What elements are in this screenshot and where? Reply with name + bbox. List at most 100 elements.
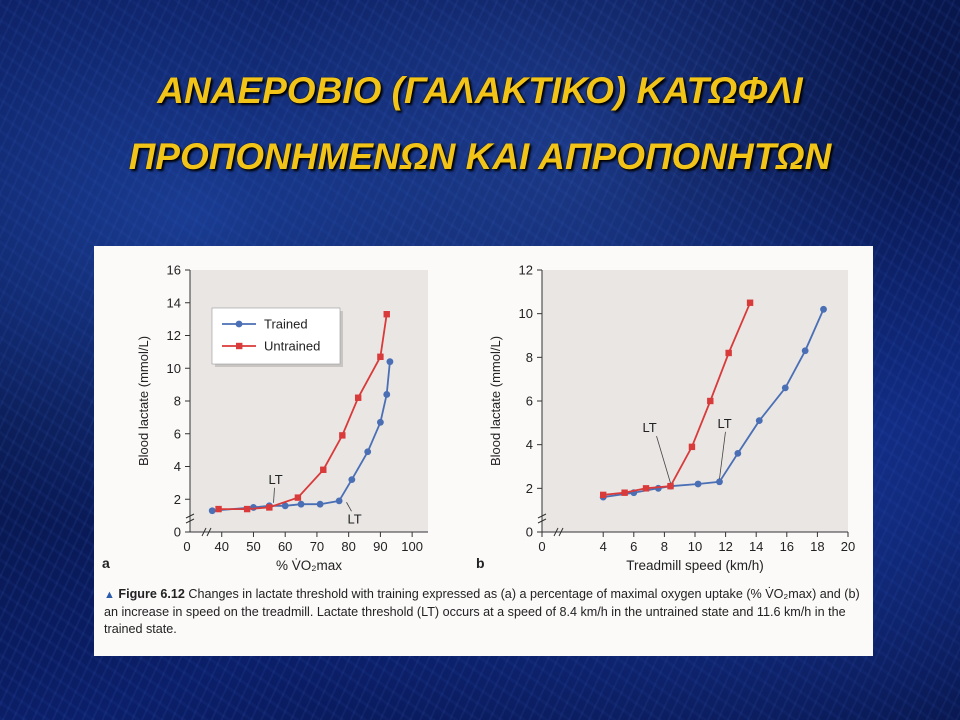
x-tick-label: 90 — [373, 539, 387, 554]
data-point-trained — [820, 305, 827, 313]
series-line-untrained — [603, 302, 751, 496]
y-tick-label: 4 — [174, 459, 181, 474]
y-axis-label: Blood lactate (mmol/L) — [136, 336, 151, 466]
legend-label-untrained: Untrained — [264, 339, 320, 354]
x-axis-label: % V̇O₂max — [276, 558, 342, 573]
x-tick-label: 12 — [718, 539, 732, 554]
data-point-untrained — [667, 482, 674, 490]
y-tick-label: 2 — [526, 481, 533, 496]
x-tick-label: 50 — [246, 539, 260, 554]
y-tick-label: 12 — [519, 263, 533, 278]
data-point-untrained — [621, 489, 628, 496]
y-tick-label: 8 — [526, 350, 533, 365]
y-tick-label: 16 — [167, 263, 181, 278]
data-point-untrained — [688, 443, 696, 451]
x-tick-label: 20 — [841, 539, 855, 554]
y-tick-label: 8 — [174, 394, 181, 409]
lt-leader — [656, 436, 671, 484]
plot-background — [542, 270, 848, 532]
data-point-untrained — [600, 491, 607, 499]
y-axis-break — [537, 513, 547, 524]
data-point-untrained — [339, 432, 346, 439]
slide-title: ΑΝΑΕΡΟΒΙΟ (ΓΑΛΑΚΤΙΚΟ) ΚΑΤΩΦΛΙ ΠΡΟΠΟΝΗΜΕΝ… — [0, 58, 960, 190]
x-tick-label: 14 — [749, 539, 763, 554]
y-tick-label: 14 — [167, 295, 181, 310]
x-tick-label: 4 — [600, 539, 607, 554]
data-point-untrained — [746, 299, 754, 306]
y-tick-label: 6 — [174, 426, 181, 441]
y-tick-label: 0 — [526, 525, 533, 540]
x-tick-label: 0 — [538, 539, 545, 554]
lt-annotation: LT — [717, 416, 731, 431]
data-point-trained — [335, 497, 343, 505]
x-origin-label: 0 — [183, 539, 190, 554]
data-point-untrained — [243, 505, 251, 513]
data-point-trained — [755, 417, 763, 425]
data-point-untrained — [383, 311, 390, 318]
lt-annotation: LT — [269, 472, 283, 487]
data-point-trained — [781, 384, 789, 392]
x-tick-label: 70 — [310, 539, 324, 554]
x-tick-label: 16 — [780, 539, 794, 554]
data-point-trained — [734, 450, 742, 457]
lt-annotation: LT — [643, 420, 657, 435]
lt-leader — [273, 487, 275, 503]
lt-annotation: LT — [347, 511, 361, 526]
data-point-trained — [716, 478, 723, 486]
figure-caption: ▲ Figure 6.12 Changes in lactate thresho… — [104, 586, 864, 638]
data-point-trained — [208, 507, 216, 515]
data-point-trained — [364, 448, 372, 456]
data-point-trained — [250, 504, 257, 511]
chart-a: 0 2 4 6 8 10 12 14 16 40 50 60 70 80 90 100 0 Blood lacta… — [102, 263, 428, 573]
data-point-untrained — [320, 466, 327, 473]
data-point-trained — [377, 418, 384, 426]
y-tick-label: 10 — [519, 306, 533, 321]
legend-marker-untrained — [236, 342, 243, 350]
title-line-1: ΑΝΑΕΡΟΒΙΟ (ΓΑΛΑΚΤΙΚΟ) ΚΑΤΩΦΛΙ — [157, 70, 803, 111]
y-tick-label: 0 — [174, 525, 181, 540]
legend: Trained Untrained — [211, 307, 343, 367]
data-point-untrained — [725, 349, 732, 357]
data-point-trained — [694, 480, 702, 488]
x-tick-label: 10 — [688, 539, 702, 554]
data-point-untrained — [377, 353, 384, 360]
x-tick-label: 100 — [401, 539, 423, 554]
data-point-untrained — [215, 505, 222, 513]
data-point-untrained — [266, 504, 273, 511]
data-point-untrained — [354, 394, 362, 401]
data-point-trained — [383, 391, 391, 398]
x-tick-label: 18 — [810, 539, 824, 554]
x-tick-label: 6 — [630, 539, 637, 554]
y-axis-label: Blood lactate (mmol/L) — [488, 336, 503, 466]
figure-label: Figure 6.12 — [118, 587, 185, 601]
panel-label: a — [102, 555, 110, 571]
lt-leader — [346, 502, 352, 512]
data-point-untrained — [294, 494, 302, 501]
lt-leader — [719, 431, 726, 479]
data-point-trained — [316, 500, 324, 508]
title-line-2: ΠΡΟΠΟΝΗΜΕΝΩΝ ΚΑΙ ΑΠΡΟΠΟΝΗΤΩΝ — [128, 136, 832, 177]
legend-marker-trained — [235, 320, 243, 328]
x-tick-label: 8 — [661, 539, 668, 554]
data-point-trained — [801, 347, 809, 355]
y-axis-break — [185, 513, 195, 524]
data-point-trained — [348, 476, 356, 483]
y-tick-label: 12 — [167, 328, 181, 343]
x-axis-break — [553, 527, 564, 537]
legend-box — [211, 307, 341, 365]
triangle-icon: ▲ — [104, 589, 115, 601]
data-point-untrained — [642, 485, 650, 492]
panel-label: b — [476, 555, 485, 571]
caption-text: Changes in lactate threshold with traini… — [104, 587, 860, 636]
y-tick-label: 2 — [174, 492, 181, 507]
y-tick-label: 10 — [167, 361, 181, 376]
chart-b: 0 2 4 6 8 10 12 0 4 6 8 10 12 14 16 18 20 Blood lactate (… — [476, 263, 855, 574]
x-tick-label: 40 — [214, 539, 228, 554]
y-tick-label: 6 — [526, 394, 533, 409]
legend-label-trained: Trained — [264, 317, 308, 332]
data-point-untrained — [707, 397, 714, 405]
data-point-trained — [297, 500, 305, 508]
figure-panel: 0 2 4 6 8 10 12 14 16 40 50 60 70 80 90 100 0 Blood lacta… — [94, 246, 873, 656]
data-point-trained — [386, 358, 394, 366]
